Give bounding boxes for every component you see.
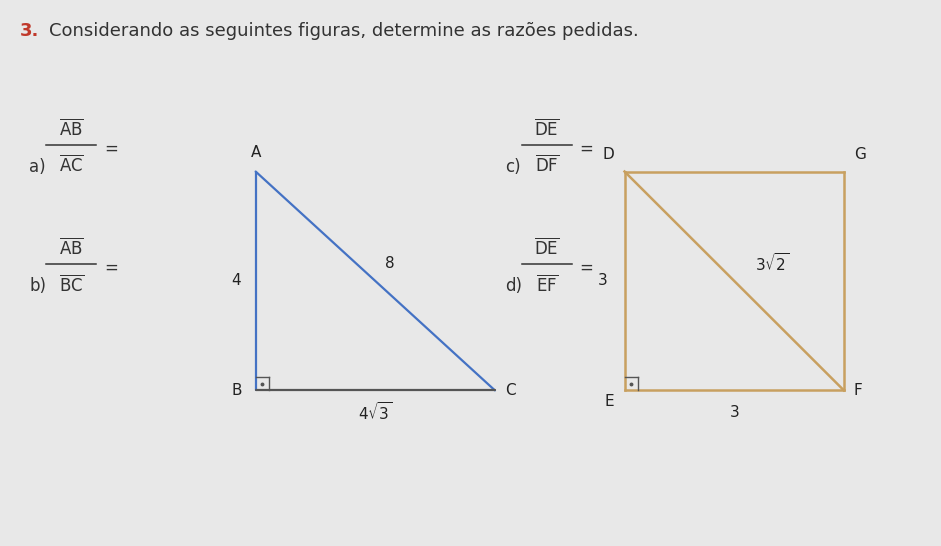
Text: Considerando as seguintes figuras, determine as razões pedidas.: Considerando as seguintes figuras, deter… [49,22,639,40]
Text: =: = [104,259,118,277]
Text: $\overline{\rm DE}$: $\overline{\rm DE}$ [534,237,560,258]
Text: c): c) [505,158,520,176]
Text: $\overline{\rm DE}$: $\overline{\rm DE}$ [534,118,560,139]
Text: $\overline{\rm EF}$: $\overline{\rm EF}$ [535,274,558,295]
Text: 4: 4 [231,274,241,288]
Text: E: E [605,394,614,410]
Text: $\overline{\rm AB}$: $\overline{\rm AB}$ [58,118,84,139]
Text: 3.: 3. [20,22,39,40]
Text: B: B [231,383,242,398]
Text: $4\sqrt{3}$: $4\sqrt{3}$ [358,401,392,423]
Text: F: F [853,383,863,398]
Text: A: A [250,145,261,159]
Text: 8: 8 [386,256,395,271]
Text: a): a) [29,158,46,176]
Text: $\overline{\rm AB}$: $\overline{\rm AB}$ [58,237,84,258]
Text: =: = [580,259,594,277]
Text: 3: 3 [729,405,739,420]
Text: 3: 3 [598,274,608,288]
Text: $\overline{\rm DF}$: $\overline{\rm DF}$ [534,155,559,176]
Text: =: = [104,140,118,158]
Text: G: G [853,146,866,162]
Text: C: C [505,383,516,398]
Text: $3\sqrt{2}$: $3\sqrt{2}$ [755,252,789,274]
Text: D: D [603,146,614,162]
Text: =: = [580,140,594,158]
Text: d): d) [505,277,522,295]
Text: $\overline{\rm BC}$: $\overline{\rm BC}$ [58,274,84,295]
Text: b): b) [29,277,46,295]
Text: $\overline{\rm AC}$: $\overline{\rm AC}$ [58,155,84,176]
